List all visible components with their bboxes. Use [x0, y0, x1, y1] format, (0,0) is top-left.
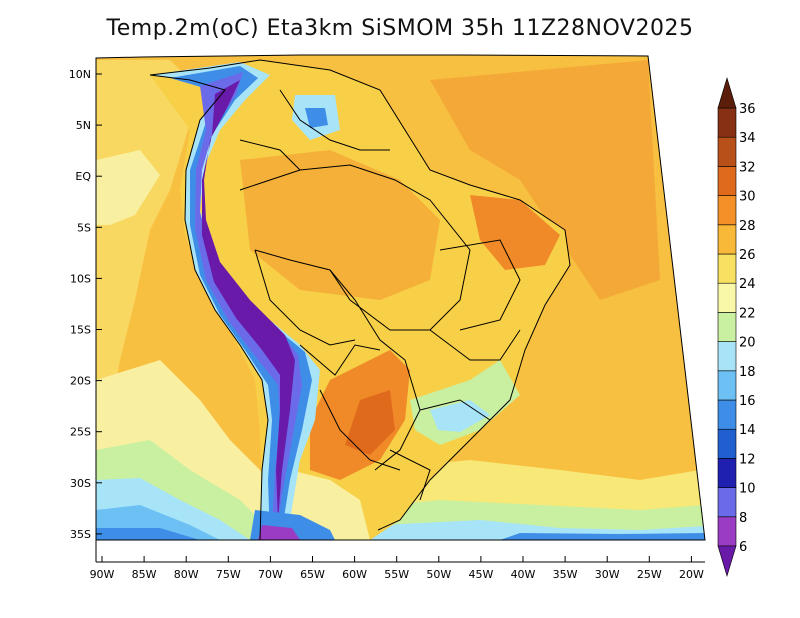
colorbar-label: 24 [739, 277, 756, 292]
state-border-3 [419, 399, 491, 421]
colorbar-segment [717, 282, 737, 313]
colorbar-max-arrow [717, 76, 737, 109]
lat-tick-label: 20S [70, 375, 91, 388]
lon-tick-label: 35W [553, 568, 578, 581]
peru-bolivia-border [254, 249, 356, 346]
southeast-20 [430, 400, 490, 432]
lon-tick-label: 45W [468, 568, 493, 581]
lat-tick-label: 35S [70, 528, 91, 541]
colorbar: 6 8 10 12 14 16 18 20 22 24 26 28 30 32 34 36 [717, 76, 756, 578]
lat-tick-label: 15S [70, 324, 91, 337]
south-pacific-16 [96, 528, 200, 540]
colorbar-label: 6 [739, 540, 747, 555]
northeast-30 [470, 195, 560, 270]
lon-tick-label: 75W [216, 568, 241, 581]
argentina-border [319, 389, 401, 471]
colorbar-segment [717, 370, 737, 401]
colorbar-label: 32 [739, 160, 756, 175]
colorbar-label: 14 [739, 423, 756, 438]
lat-tick-label: 10S [70, 272, 91, 285]
andes-6 [202, 80, 295, 520]
boundaries [149, 59, 571, 541]
venezuela-border [279, 89, 390, 151]
brazil-south-border [329, 269, 421, 471]
colorbar-label: 26 [739, 248, 756, 263]
colorbar-label: 16 [739, 394, 756, 409]
colorbar-segment [717, 516, 737, 547]
colorbar-segment [717, 428, 737, 459]
colorbar-segment [717, 166, 737, 196]
plot-frame [95, 54, 706, 541]
colorbar-segment [717, 341, 737, 372]
guiana-core [305, 108, 328, 128]
lat-axis: 10N 5N EQ 5S 10S 15S 20S 25S 30S 35S [69, 68, 102, 541]
pacific-eq-cool [96, 150, 160, 225]
lon-axis: 90W 85W 80W 75W 70W 65W 60W 55W 50W 45W 40W 35W 30W 2… [90, 556, 704, 581]
lon-tick-label: 60W [342, 568, 367, 581]
lon-tick-label: 30W [595, 568, 620, 581]
east-coastline [149, 59, 571, 531]
colorbar-label: 8 [739, 511, 747, 526]
colorbar-min-arrow [717, 545, 737, 578]
lat-tick-label: 5S [77, 221, 91, 234]
temperature-field [96, 55, 705, 540]
lon-tick-label: 40W [511, 568, 536, 581]
colorbar-label: 12 [739, 452, 756, 467]
west-coastline [149, 74, 269, 541]
colorbar-segment [717, 487, 737, 518]
colorbar-segment [717, 312, 737, 342]
south-atlantic-16 [500, 533, 705, 540]
colorbar-segment [717, 136, 737, 167]
colorbar-label: 30 [739, 190, 756, 205]
lon-tick-label: 25W [637, 568, 662, 581]
state-border-2 [429, 329, 521, 361]
colorbar-label: 10 [739, 482, 756, 497]
tip-8 [258, 525, 300, 540]
colorbar-label: 20 [739, 336, 756, 351]
lon-tick-label: 55W [384, 568, 409, 581]
colorbar-label: 22 [739, 306, 756, 321]
state-border-4 [389, 449, 431, 501]
state-border-1 [439, 239, 521, 331]
lat-tick-label: 30S [70, 477, 91, 490]
lat-tick-label: 25S [70, 426, 91, 439]
lat-tick-label: 10N [69, 68, 91, 81]
lon-tick-label: 50W [426, 568, 451, 581]
lon-tick-label: 85W [132, 568, 157, 581]
colombia-border [239, 139, 301, 171]
colorbar-label: 18 [739, 365, 756, 380]
paraguay-border [299, 344, 381, 376]
amazon-28 [240, 150, 440, 300]
colorbar-label: 34 [739, 131, 756, 146]
colorbar-segment [717, 458, 737, 488]
lon-tick-label: 90W [90, 568, 115, 581]
lon-tick-label: 80W [174, 568, 199, 581]
eq-atlantic-28 [430, 60, 660, 300]
lat-tick-label: 5N [76, 119, 91, 132]
lon-tick-label: 20W [679, 568, 704, 581]
lat-tick-label: EQ [75, 170, 91, 183]
lon-tick-label: 70W [258, 568, 283, 581]
chaco-32 [345, 390, 395, 455]
map-title: Temp.2m(oC) Eta3km SiSMOM 35h 11Z28NOV20… [106, 16, 694, 41]
colorbar-segment [717, 107, 737, 138]
colorbar-segment [717, 253, 737, 284]
colorbar-segment [717, 224, 737, 255]
colorbar-segment [717, 195, 737, 226]
colorbar-label: 36 [739, 102, 756, 117]
lon-tick-label: 65W [300, 568, 325, 581]
colorbar-label: 28 [739, 219, 756, 234]
colorbar-segment [717, 399, 737, 430]
